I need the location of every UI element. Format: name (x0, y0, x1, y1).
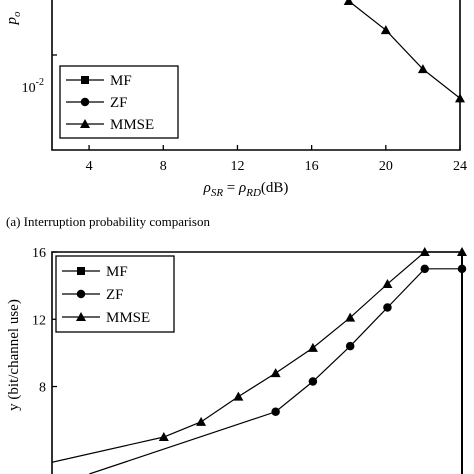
bottom-point-zf (383, 303, 392, 312)
bottom-point-mmse (158, 432, 169, 441)
top-xtick-label: 12 (230, 159, 244, 174)
top-legend-label: MF (110, 73, 132, 89)
bottom-legend-marker-mmse (76, 312, 86, 321)
bottom-point-zf (420, 264, 429, 274)
bottom-point-mmse (270, 368, 281, 378)
bottom-legend-marker-zf (76, 289, 86, 299)
top-legend-marker-mmse (80, 119, 90, 128)
top-xtick-label: 24 (453, 159, 467, 174)
bottom-legend-label: MMSE (106, 310, 150, 326)
top-legend-marker-mf (81, 76, 89, 84)
top-legend-label: MMSE (110, 117, 154, 133)
top-point-mmse (343, 0, 354, 6)
bottom-point-mmse (457, 247, 467, 256)
top-xtick-label: 20 (379, 159, 393, 174)
bottom-legend-label: MF (106, 264, 128, 280)
bottom-point-mmse (233, 391, 244, 401)
top-point-mmse (455, 93, 465, 103)
bottom-point-zf (271, 407, 280, 417)
top-chart: 4 8 12 16 20 24 MF ZF MMSE (51, 0, 467, 174)
top-xtick-label: 16 (305, 159, 319, 174)
top-caption: (a) Interruption probability comparison (6, 214, 210, 229)
top-ytick-label: 10-2 (22, 77, 44, 96)
top-point-mmse (380, 25, 391, 35)
bottom-ytick-label: 8 (39, 381, 46, 396)
top-legend-marker-zf (80, 97, 90, 107)
top-xtick-label: 4 (86, 159, 93, 174)
top-plot-frame (51, 0, 461, 151)
top-legend-label: ZF (110, 95, 128, 111)
bottom-point-mmse (419, 247, 430, 256)
bottom-point-zf (308, 377, 318, 386)
bottom-series-mmse-line (52, 251, 462, 463)
top-xtick-label: 8 (160, 159, 167, 174)
bottom-point-mmse (196, 416, 207, 426)
bottom-ytick-label: 12 (32, 313, 46, 328)
bottom-chart: 8 12 16 MF ZF MMSE (32, 246, 467, 474)
top-xlabel: ρSR = ρRD(dB) (203, 180, 289, 199)
bottom-legend-marker-mf (77, 267, 85, 275)
top-point-mmse (417, 64, 428, 74)
bottom-point-mmse (307, 342, 318, 352)
bottom-point-mmse (382, 278, 393, 288)
bottom-ytick-label: 16 (32, 246, 46, 261)
bottom-point-zf (345, 341, 355, 351)
top-series-mmse-line (346, 0, 460, 99)
bottom-legend-label: ZF (106, 287, 124, 303)
top-ylabel: po (4, 11, 23, 26)
bottom-point-mmse (345, 312, 356, 322)
bottom-ylabel: y (bit/channel use) (6, 299, 22, 411)
